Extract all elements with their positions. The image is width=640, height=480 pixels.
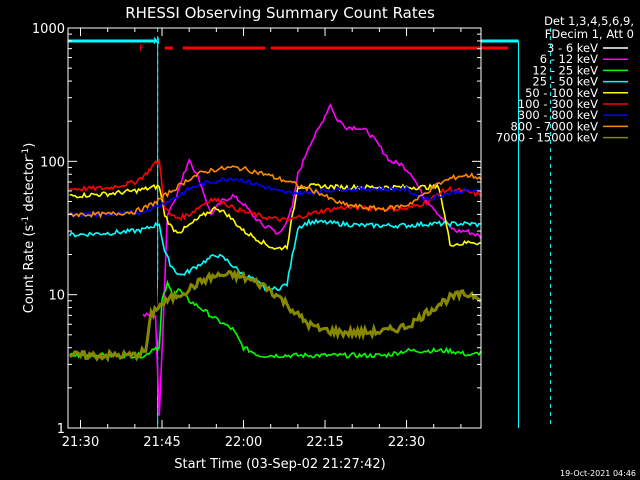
legend-header-line-1: Det 1,3,4,5,6,9,: [544, 14, 634, 28]
series-line-8: [68, 268, 482, 363]
y-tick-label: 1: [57, 422, 65, 437]
chart-title: RHESSI Observing Summary Count Rates: [125, 4, 435, 22]
series-line-6: [68, 176, 481, 219]
legend-label-8: 7000 - 15000 keV: [496, 131, 598, 145]
legend-label-2: 12 - 25 keV: [532, 63, 598, 77]
x-tick-label: 22:30: [388, 435, 425, 450]
series-lines: [68, 102, 482, 416]
axis-ticks: 21:30 21:45 22:00 22:15 22:30 1 10 100 1000: [32, 22, 481, 450]
y-tick-label: 100: [40, 155, 65, 170]
footer-timestamp: 19-Oct-2021 04:46: [560, 469, 636, 478]
series-line-5: [69, 158, 482, 223]
series-line-3: [68, 218, 481, 293]
legend-label-3: 25 - 50 keV: [532, 75, 598, 89]
x-tick-label: 21:45: [143, 435, 180, 450]
legend-label-1: 6 - 12 keV: [540, 52, 598, 66]
series-line-7: [69, 165, 482, 219]
y-axis-label: Count Rate (s-1 detector-1): [21, 143, 37, 314]
y-tick-label: 10: [48, 289, 65, 304]
legend-label-4: 50 - 100 keV: [525, 86, 598, 100]
series-line-1: [142, 102, 482, 416]
y-tick-label: 1000: [32, 22, 65, 37]
plot-frame: [67, 27, 482, 429]
flag-n-label: N: [153, 37, 160, 47]
legend-label-0: 3 - 6 keV: [547, 41, 598, 55]
legend-label-7: 800 - 7000 keV: [510, 119, 598, 133]
series-line-2: [69, 279, 482, 359]
legend-label-6: 300 - 800 keV: [518, 108, 598, 122]
legend: Det 1,3,4,5,6,9, FDecim 1, Att 0 3 - 6 k…: [496, 14, 634, 145]
flag-f-label: F: [139, 44, 144, 54]
x-tick-label: 21:30: [62, 435, 99, 450]
legend-header-line-2: FDecim 1, Att 0: [545, 27, 634, 41]
x-tick-label: 22:15: [306, 435, 343, 450]
legend-label-5: 100 - 300 keV: [518, 97, 598, 111]
series-line-4: [69, 183, 481, 251]
x-axis-label: Start Time (03-Sep-02 21:27:42): [174, 457, 385, 472]
x-tick-label: 22:00: [225, 435, 262, 450]
